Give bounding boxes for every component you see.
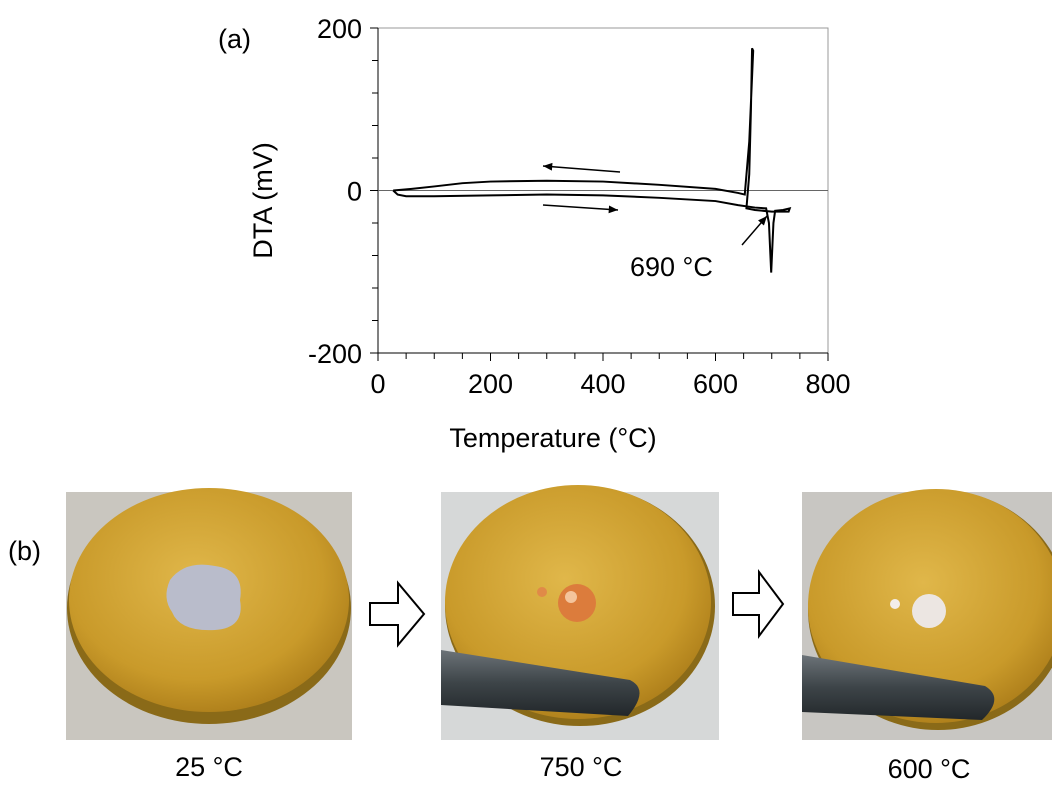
x-axis-label: Temperature (°C) xyxy=(449,423,656,453)
photo xyxy=(66,488,352,740)
photo xyxy=(802,489,1052,740)
panel-label: (a) xyxy=(218,24,251,54)
x-tick-label: 400 xyxy=(580,369,625,399)
x-tick-label: 200 xyxy=(468,369,513,399)
arrow-head xyxy=(543,162,553,171)
photo-caption: 600 °C xyxy=(888,754,971,784)
arrow-head xyxy=(608,205,618,214)
y-tick-label: -200 xyxy=(308,339,362,369)
y-axis-label: DTA (mV) xyxy=(248,142,278,259)
process-arrow xyxy=(369,569,785,648)
arrow xyxy=(542,204,619,211)
x-tick-label: 0 xyxy=(370,369,385,399)
arrow-head xyxy=(758,216,767,226)
dta-line xyxy=(392,47,792,273)
dta-chart: 0 200 400 600 800 -200 0 200 Temperature (°C) DTA… xyxy=(218,14,851,453)
arrow xyxy=(542,165,621,173)
x-tick-label: 600 xyxy=(693,369,738,399)
annotation: 690 °C xyxy=(630,252,713,282)
photo-caption: 750 °C xyxy=(540,752,623,782)
y-tick-label: 0 xyxy=(347,177,362,207)
photo-caption: 25 °C xyxy=(175,752,243,782)
y-tick-label: 200 xyxy=(317,14,362,44)
panel-label: (b) xyxy=(8,536,41,566)
x-tick-label: 800 xyxy=(805,369,850,399)
photo xyxy=(441,485,719,740)
